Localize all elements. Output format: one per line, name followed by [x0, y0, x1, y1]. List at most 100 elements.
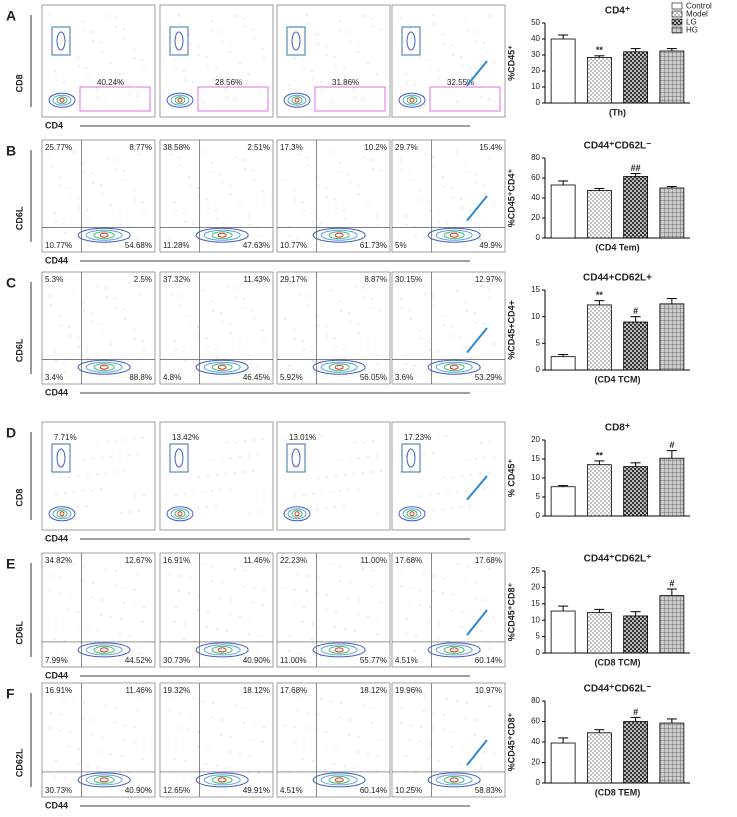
event-dot	[349, 321, 351, 323]
event-dot	[110, 753, 112, 755]
event-dot	[353, 87, 355, 89]
event-dot	[354, 96, 356, 98]
significance-label: #	[633, 306, 638, 316]
event-dot	[123, 28, 125, 30]
y-tick-label: 20	[531, 435, 540, 444]
event-dot	[220, 597, 222, 599]
event-dot	[143, 349, 145, 351]
event-dot	[83, 702, 85, 704]
bar	[623, 466, 649, 517]
event-dot	[297, 453, 299, 455]
event-dot	[353, 368, 355, 370]
event-dot	[252, 170, 254, 172]
event-dot	[433, 23, 435, 25]
contour	[443, 775, 465, 784]
plot-frame	[276, 552, 391, 668]
event-dot	[257, 84, 259, 86]
event-dot	[64, 640, 66, 642]
event-dot	[235, 15, 237, 17]
event-dot	[437, 351, 439, 353]
event-dot	[123, 470, 125, 472]
contour	[170, 94, 190, 106]
contour	[99, 232, 109, 238]
event-dot	[354, 238, 356, 240]
event-dot	[438, 760, 440, 762]
event-dot	[133, 741, 135, 743]
event-dot	[207, 207, 209, 209]
event-dot	[480, 767, 482, 769]
event-dot	[55, 493, 57, 495]
y-axis-title: CD8	[14, 489, 24, 507]
event-dot	[437, 70, 439, 72]
y-axis-title: CD6L	[14, 206, 24, 230]
event-dot	[63, 362, 65, 364]
event-dot	[371, 722, 373, 724]
event-dot	[178, 727, 180, 729]
event-dot	[302, 437, 304, 439]
arrow	[466, 195, 488, 222]
event-dot	[197, 507, 199, 509]
y-tick-label: 0	[536, 98, 541, 107]
event-dot	[424, 652, 426, 654]
event-dot	[489, 647, 491, 649]
event-dot	[298, 154, 300, 156]
event-dot	[239, 62, 241, 64]
event-dot	[409, 170, 411, 172]
event-dot	[244, 26, 246, 28]
event-dot	[174, 437, 176, 439]
event-dot	[189, 185, 191, 187]
y-axis-title: CD6L	[14, 338, 24, 362]
event-dot	[206, 198, 208, 200]
quadrant-label: 47.63%	[243, 241, 270, 250]
event-dot	[469, 67, 471, 69]
event-dot	[189, 577, 191, 579]
event-dot	[221, 582, 223, 584]
event-dot	[358, 332, 360, 334]
event-dot	[221, 458, 223, 460]
event-dot	[307, 165, 309, 167]
event-dot	[230, 736, 232, 738]
event-dot	[226, 767, 228, 769]
event-dot	[78, 748, 80, 750]
event-dot	[263, 589, 265, 591]
legend-label: LG	[686, 18, 697, 27]
event-dot	[475, 182, 477, 184]
event-dot	[73, 491, 75, 493]
event-dot	[335, 748, 337, 750]
event-dot	[263, 495, 265, 497]
event-dot	[401, 707, 403, 709]
event-dot	[175, 68, 177, 70]
contour	[291, 31, 301, 51]
event-dot	[293, 329, 295, 331]
event-dot	[349, 182, 351, 184]
event-dot	[97, 767, 99, 769]
gate-label: 13.42%	[172, 433, 199, 442]
event-dot	[128, 693, 130, 695]
event-dot	[443, 477, 445, 479]
event-dot	[192, 698, 194, 700]
bar	[659, 50, 685, 104]
event-dot	[50, 165, 52, 167]
event-dot	[188, 729, 190, 731]
event-dot	[493, 753, 495, 755]
event-dot	[253, 439, 255, 441]
event-dot	[50, 575, 52, 577]
contour	[320, 774, 358, 786]
event-dot	[317, 714, 319, 716]
event-dot	[106, 441, 108, 443]
event-dot	[367, 456, 369, 458]
event-dot	[207, 346, 209, 348]
contour	[174, 31, 184, 51]
contour	[294, 97, 300, 103]
event-dot	[419, 329, 421, 331]
event-dot	[357, 184, 359, 186]
event-dot	[344, 628, 346, 630]
event-dot	[252, 739, 254, 741]
event-dot	[68, 609, 70, 611]
quadrant-label: 11.00%	[280, 656, 307, 665]
event-dot	[87, 76, 89, 78]
event-dot	[420, 589, 422, 591]
quadrant-label: 15.4%	[479, 143, 502, 152]
event-dot	[380, 470, 382, 472]
event-dot	[376, 354, 378, 356]
